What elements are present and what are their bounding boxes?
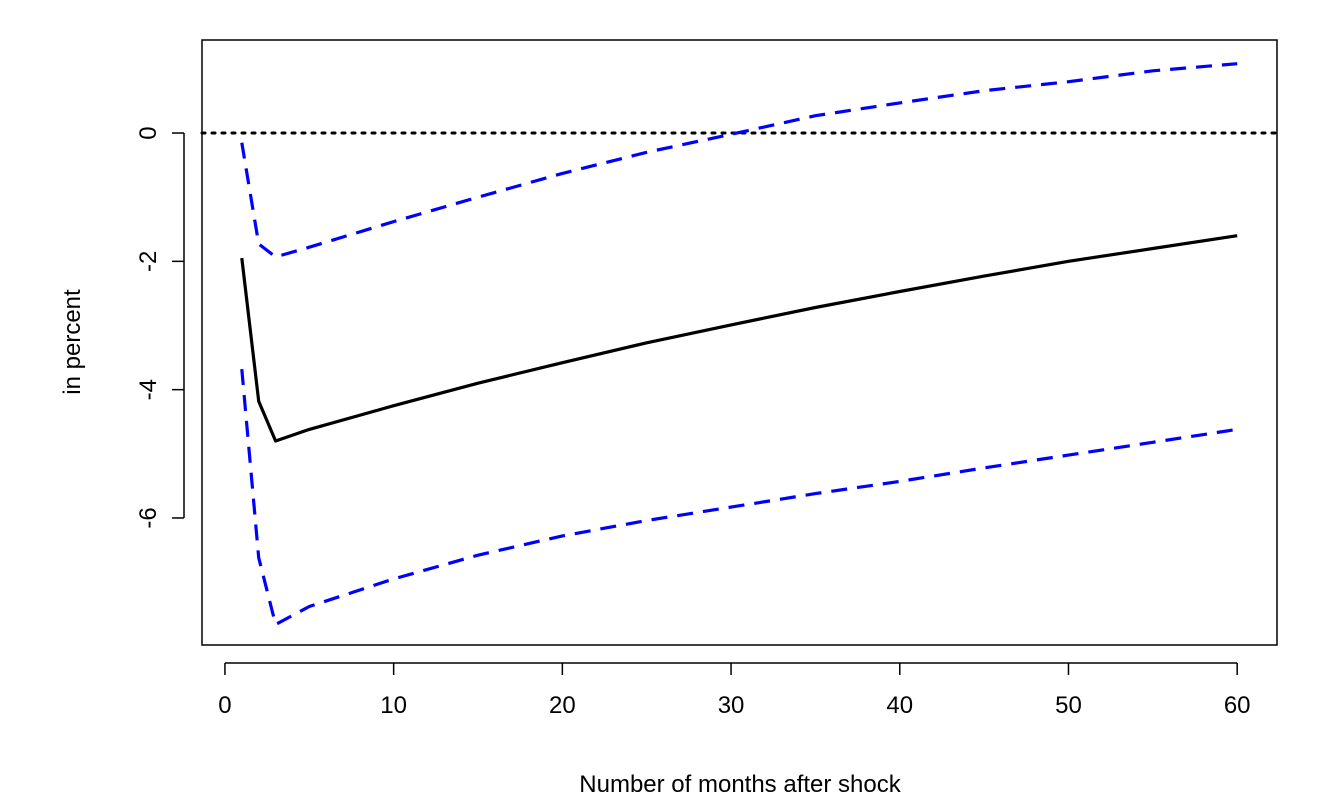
y-tick-label: -6 — [135, 507, 162, 528]
plot-frame — [201, 39, 1278, 646]
series-layer — [240, 62, 1238, 627]
lower-band-line — [240, 368, 1238, 627]
x-tick-label: 40 — [886, 692, 913, 719]
x-axis: 0 10 20 30 40 50 60 — [218, 662, 1251, 719]
x-tick-label: 30 — [718, 692, 745, 719]
y-axis-title: in percent — [59, 289, 86, 395]
y-axis: -6 -4 -2 0 — [135, 126, 185, 529]
x-tick-label: 20 — [549, 692, 576, 719]
x-tick-label: 0 — [218, 692, 231, 719]
y-tick-label: -2 — [135, 251, 162, 272]
y-tick-label: -4 — [135, 379, 162, 400]
x-tick-label: 60 — [1224, 692, 1251, 719]
upper-band-line — [240, 62, 1238, 259]
x-tick-label: 10 — [380, 692, 407, 719]
x-axis-title: Number of months after shock — [579, 771, 901, 798]
x-tick-label: 50 — [1055, 692, 1082, 719]
y-tick-label: 0 — [135, 126, 162, 139]
point-estimate-line — [240, 234, 1238, 443]
